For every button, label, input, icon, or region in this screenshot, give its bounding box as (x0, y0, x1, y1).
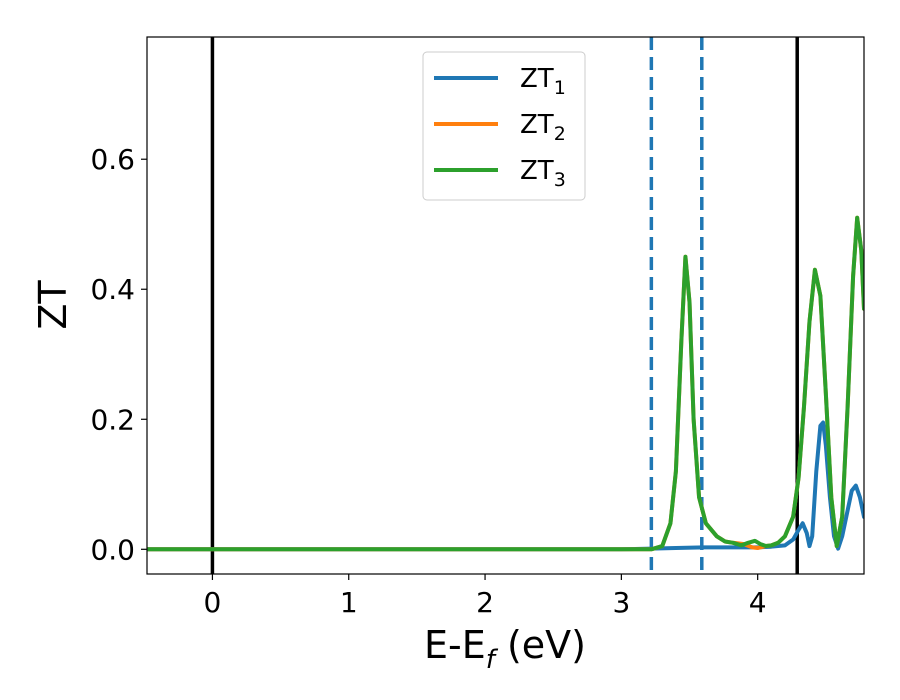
vertical-reference-lines (210, 37, 799, 574)
y-tick-label: 0.2 (90, 403, 135, 436)
legend: ZT1 ZT2 ZT3 (422, 51, 586, 201)
x-tick-label: 3 (612, 586, 630, 619)
legend-label-zt2: ZT2 (520, 110, 566, 145)
legend-box (422, 51, 586, 201)
x-tick-label: 1 (340, 586, 358, 619)
y-axis-ticks: 0.0 0.2 0.4 0.6 (90, 143, 147, 566)
legend-label-zt1: ZT1 (520, 64, 566, 99)
x-axis-title-base: E-E (424, 623, 486, 667)
x-axis-title-rest: (eV) (495, 623, 586, 667)
y-axis-title: ZT (31, 280, 75, 330)
x-axis-ticks: 0 1 2 3 4 (204, 574, 767, 619)
y-tick-label: 0.4 (90, 273, 135, 306)
y-tick-label: 0.0 (90, 533, 135, 566)
x-tick-label: 0 (204, 586, 222, 619)
x-tick-label: 2 (476, 586, 494, 619)
plot-frame (146, 36, 865, 575)
series-line-zt3 (147, 215, 864, 552)
x-axis-title: E-Ef (eV) (424, 623, 586, 675)
x-tick-label: 4 (749, 586, 767, 619)
series-line-zt1 (147, 420, 864, 552)
y-tick-label: 0.6 (90, 143, 135, 176)
legend-label-zt3: ZT3 (520, 156, 566, 191)
series-group (147, 215, 864, 552)
